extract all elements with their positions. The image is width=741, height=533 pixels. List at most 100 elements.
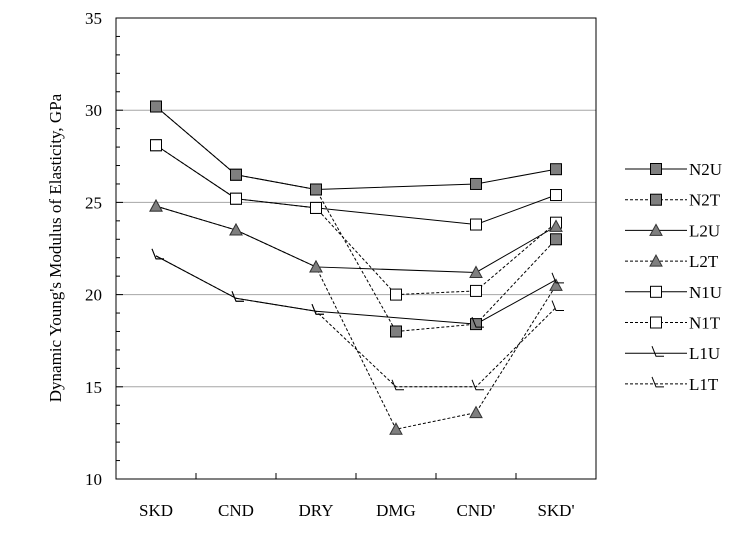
data-point-n1u: [150, 139, 162, 152]
y-tick-label: 20: [85, 286, 102, 305]
marker-shape: [550, 163, 562, 176]
data-point-l1t: [391, 379, 404, 391]
marker-shape: [310, 201, 322, 214]
legend-marker: [651, 346, 664, 357]
legend-label: N2T: [689, 191, 721, 210]
marker-shape: [150, 139, 162, 152]
data-point-n2u: [470, 177, 482, 190]
legend-entry-l1t: L1T: [625, 375, 719, 394]
series-line-l2t: [155, 205, 557, 430]
x-category-label: SKD': [537, 501, 574, 520]
data-point-l2t: [469, 405, 483, 419]
data-point-n2u: [230, 168, 242, 181]
data-point-l2u: [549, 219, 563, 232]
series-group: [149, 100, 564, 435]
marker-shape: [470, 177, 482, 190]
plot-frame: [115, 17, 597, 480]
data-point-n2u: [150, 100, 162, 113]
legend-label: N1T: [689, 314, 721, 333]
data-point-n1u: [310, 201, 322, 214]
y-tick-label: 30: [85, 101, 102, 120]
x-category-label: CND': [457, 501, 496, 520]
marker-shape: [471, 379, 484, 391]
legend-label: N2U: [689, 160, 722, 179]
data-point-n1u: [550, 189, 562, 202]
legend-label: L1U: [689, 344, 720, 363]
data-point-l1u: [551, 272, 564, 284]
marker-shape: [651, 376, 664, 388]
marker-shape: [471, 316, 484, 328]
legend-entry-l1u: L1U: [625, 344, 720, 363]
x-category-labels: SKD CND DRY DMG CND' SKD': [139, 501, 575, 520]
data-point-l1t: [551, 300, 564, 312]
marker-shape: [230, 168, 242, 181]
marker-shape: [229, 223, 243, 236]
data-point-n2u: [550, 163, 562, 176]
legend-marker: [649, 223, 663, 236]
x-category-label: SKD: [139, 501, 173, 520]
data-point-n1u: [230, 192, 242, 205]
data-point-n2t: [390, 325, 402, 338]
marker-shape: [550, 189, 562, 202]
marker-shape: [549, 219, 563, 232]
legend-entry-n2t: N2T: [625, 191, 721, 210]
data-point-n2t: [470, 318, 482, 331]
marker-shape: [389, 422, 403, 435]
y-tick-labels: 10 15 20 25 30 35: [85, 9, 102, 489]
y-axis-label: Dynamic Young's Modulus of Elasticity, G…: [46, 93, 65, 402]
data-point-l2u: [149, 199, 163, 212]
marker-shape: [150, 100, 162, 113]
marker-shape: [469, 265, 483, 278]
data-point-l1u: [151, 248, 164, 260]
y-tick-label: 35: [85, 9, 102, 28]
legend-entry-l2t: L2T: [625, 252, 719, 271]
x-category-label: CND: [218, 501, 254, 520]
data-point-l1u: [471, 316, 484, 328]
series-line-n2u: [155, 106, 557, 190]
marker-shape: [649, 254, 663, 267]
data-point-n1u: [470, 218, 482, 231]
marker-shape: [470, 284, 482, 297]
legend: N2U N2T L2U L2T N1U N1T L1U L1T: [625, 160, 722, 394]
data-point-l1u: [311, 304, 324, 315]
marker-shape: [651, 346, 664, 357]
marker-shape: [551, 272, 564, 284]
marker-shape: [151, 248, 164, 260]
legend-marker: [650, 193, 662, 206]
legend-marker: [649, 254, 663, 267]
legend-marker: [650, 163, 662, 175]
marker-shape: [650, 285, 662, 298]
y-tick-label: 10: [85, 470, 102, 489]
marker-shape: [390, 325, 402, 338]
legend-label: L2T: [689, 252, 719, 271]
marker-shape: [149, 199, 163, 212]
grid-lines: [116, 17, 596, 388]
legend-entry-l2u: L2U: [625, 221, 720, 240]
marker-shape: [549, 278, 563, 291]
marker-shape: [469, 405, 483, 419]
marker-shape: [309, 259, 323, 273]
marker-shape: [470, 218, 482, 231]
data-point-n2t: [550, 233, 562, 246]
marker-shape: [470, 318, 482, 331]
marker-shape: [311, 304, 324, 315]
legend-entry-n2u: N2U: [625, 160, 722, 179]
data-point-l2t: [389, 422, 403, 435]
marker-shape: [310, 183, 322, 196]
legend-marker: [650, 285, 662, 298]
data-point-l2u: [469, 265, 483, 278]
x-category-label: DRY: [299, 501, 334, 520]
series-line-n2t: [155, 106, 557, 333]
data-point-n2u: [310, 183, 322, 196]
marker-shape: [390, 288, 402, 301]
series-line-l2u: [155, 205, 557, 273]
axes: [115, 17, 597, 480]
series-line-l1u: [155, 255, 557, 325]
x-category-label: DMG: [376, 501, 416, 520]
marker-shape: [230, 192, 242, 205]
data-point-l2u: [229, 223, 243, 236]
marker-shape: [650, 163, 662, 175]
legend-entry-n1u: N1U: [625, 283, 722, 302]
y-tick-label: 25: [85, 193, 102, 212]
